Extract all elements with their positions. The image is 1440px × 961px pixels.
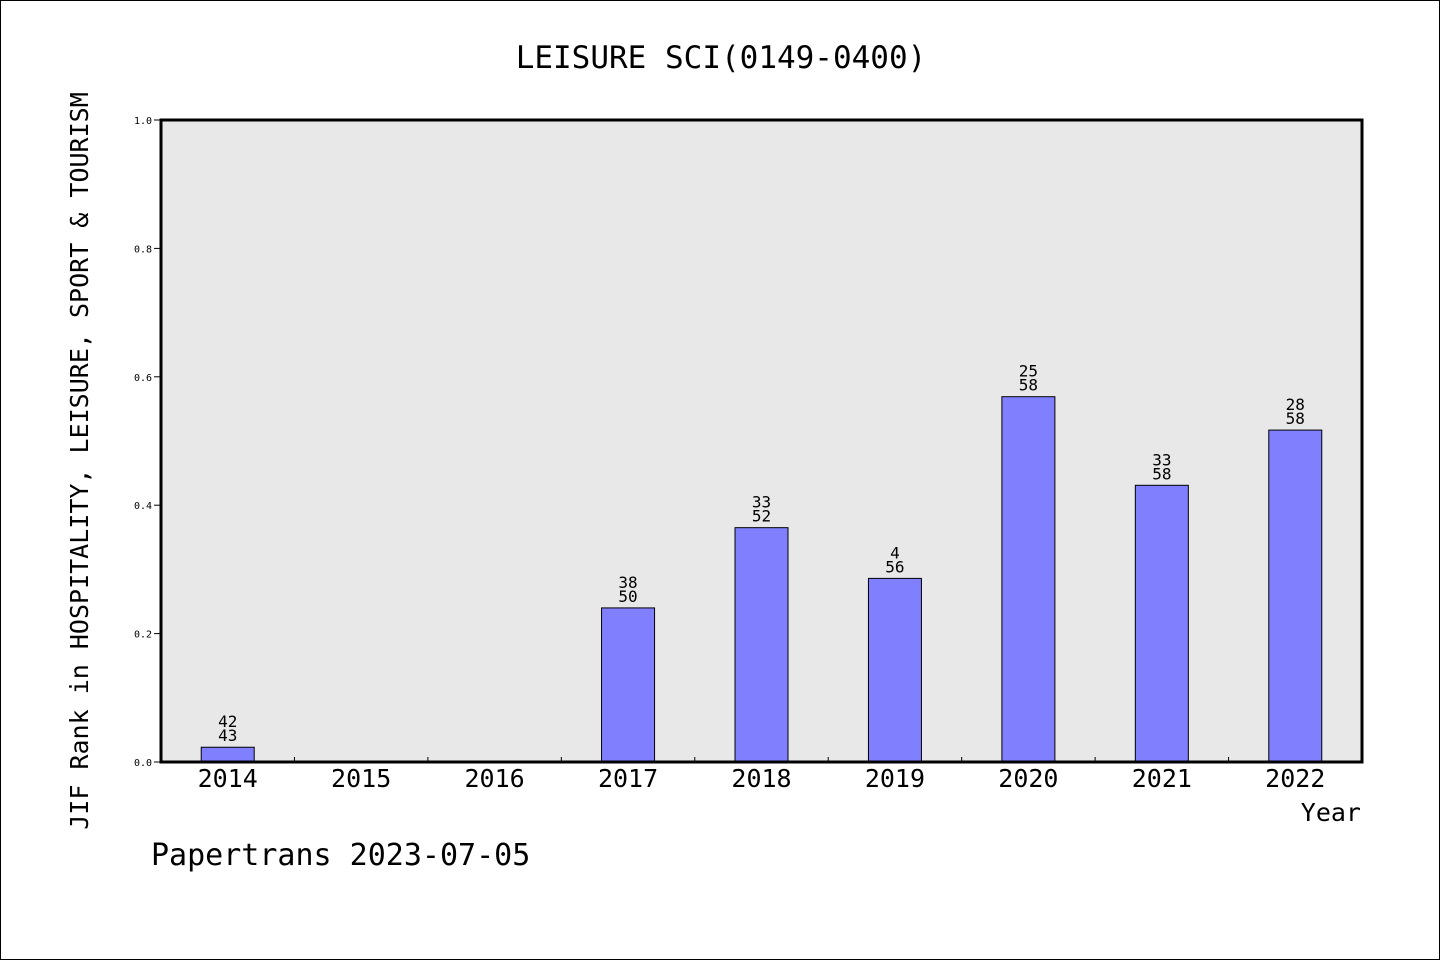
plot-frame — [159, 118, 1364, 764]
x-tick-label: 2020 — [998, 764, 1058, 793]
bar-total-label: 52 — [752, 507, 771, 526]
y-tick-label: 0.6 — [134, 373, 152, 384]
bar-total-label: 58 — [1019, 376, 1038, 395]
bar — [734, 527, 789, 763]
bar-rank-label: 25 — [1019, 362, 1038, 381]
chart-title: LEISURE SCI(0149-0400) — [516, 40, 927, 76]
bar — [1268, 429, 1323, 763]
y-axis-label: JIF Rank in HOSPITALITY, LEISURE, SPORT … — [65, 92, 94, 830]
y-axis: 0.0 0.2 0.4 0.6 0.8 1.0 — [134, 116, 161, 769]
bar-rank-label: 33 — [1152, 450, 1171, 469]
bar-rank-label: 42 — [218, 712, 237, 731]
bar-rank-label: 38 — [618, 573, 637, 592]
bar-rank-label: 28 — [1286, 395, 1305, 414]
bar — [200, 746, 255, 763]
x-tick-label: 2017 — [598, 764, 658, 793]
y-tick-label: 0.4 — [134, 501, 152, 512]
x-tick-label: 2019 — [865, 764, 925, 793]
x-tick-label: 2018 — [731, 764, 791, 793]
bar — [867, 577, 922, 763]
x-tick-label: 2016 — [465, 764, 525, 793]
x-axis: 2014 2015 2016 2017 2018 2019 2020 2021 2022 — [198, 757, 1325, 793]
bar-total-label: 58 — [1152, 464, 1171, 483]
bar — [1001, 396, 1056, 763]
bar-total-label: 50 — [618, 587, 637, 606]
bar-rank-label: 33 — [752, 493, 771, 512]
y-tick-label: 0.8 — [134, 244, 152, 255]
bar-total-label: 43 — [218, 726, 237, 745]
bar-rank-label: 4 — [890, 543, 900, 562]
bar-total-label: 56 — [885, 557, 904, 576]
y-tick-label: 0.0 — [134, 758, 152, 769]
y-tick-label: 0.2 — [134, 630, 152, 641]
x-tick-label: 2015 — [331, 764, 391, 793]
x-tick-label: 2014 — [198, 764, 258, 793]
bar — [1134, 484, 1189, 763]
x-tick-label: 2022 — [1265, 764, 1325, 793]
bar-total-label: 58 — [1286, 409, 1305, 428]
x-axis-label: Year — [1301, 798, 1361, 827]
x-tick-label: 2021 — [1132, 764, 1192, 793]
footer-credit: Papertrans 2023-07-05 — [151, 838, 530, 873]
y-tick-label: 1.0 — [134, 116, 152, 127]
bar — [601, 607, 656, 763]
